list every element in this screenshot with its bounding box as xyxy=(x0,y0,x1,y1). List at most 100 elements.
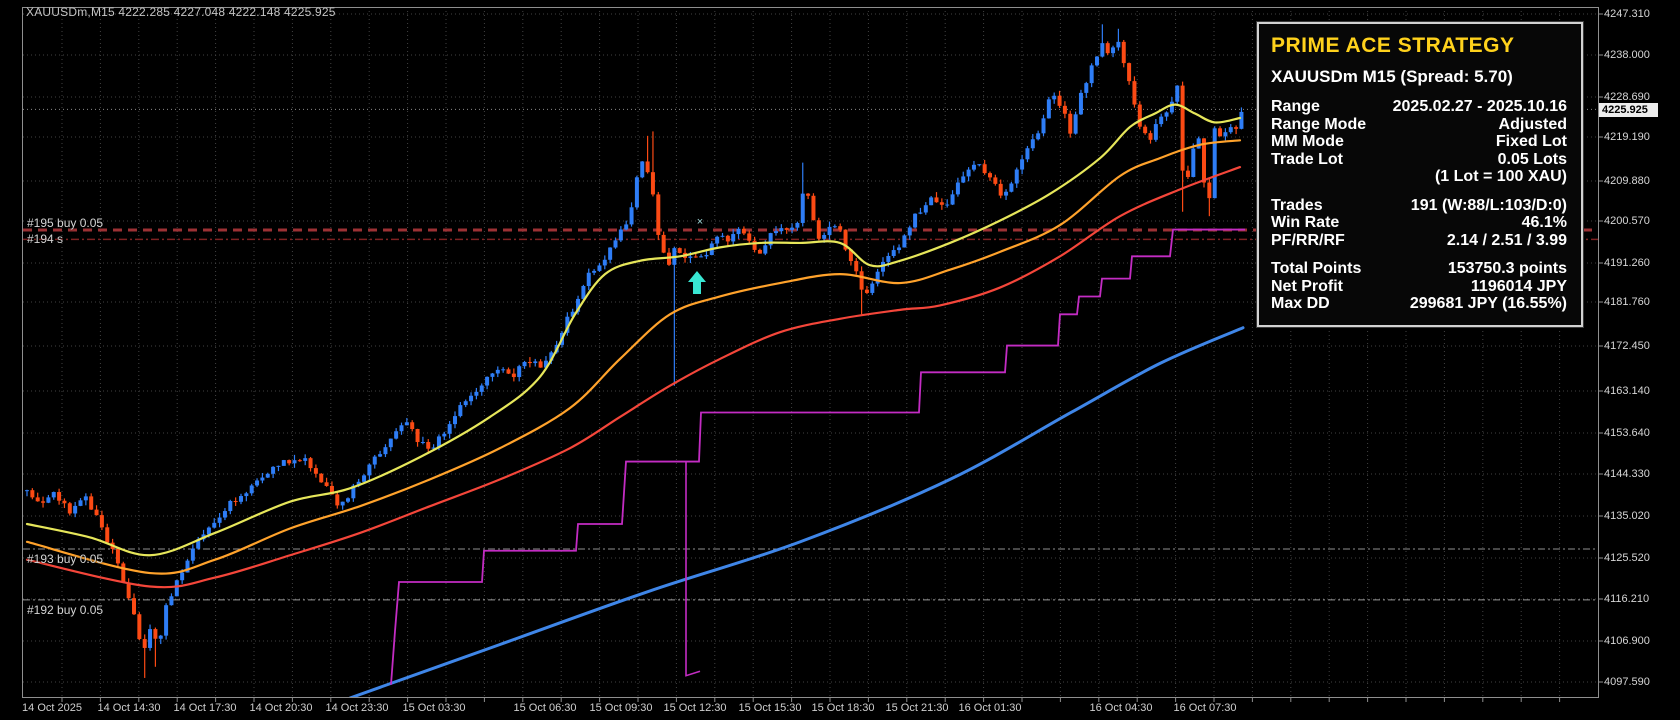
panel-row-range-mode: Range Mode Adjusted xyxy=(1271,115,1567,133)
candle-body xyxy=(356,481,361,486)
panel-row-pf-rr-rf: PF/RR/RF 2.14 / 2.51 / 3.99 xyxy=(1271,231,1567,249)
price-axis-label: 4200.570 xyxy=(1604,215,1650,227)
current-price-tag: 4225.925 xyxy=(1599,103,1658,117)
candle-body xyxy=(46,497,51,503)
candle-body xyxy=(41,501,46,503)
candle-body xyxy=(822,235,827,239)
candle-body xyxy=(1164,112,1169,117)
candle-body xyxy=(99,515,104,528)
price-axis-label: 4163.140 xyxy=(1604,385,1650,397)
trade-label-193: #193 buy 0.05 xyxy=(27,552,104,566)
candle-body xyxy=(977,164,982,166)
candle-body xyxy=(939,202,944,205)
candle-body xyxy=(565,316,570,333)
candle-body xyxy=(89,496,94,510)
candle-body xyxy=(78,500,83,506)
candle-body xyxy=(848,249,853,262)
candle-body xyxy=(148,629,153,648)
candle-body xyxy=(190,548,195,561)
candle-body xyxy=(731,234,736,242)
candle-body xyxy=(1004,191,1009,196)
candle-body xyxy=(297,460,302,462)
price-axis-label: 4135.020 xyxy=(1604,510,1650,522)
candle-body xyxy=(137,614,142,640)
candle-body xyxy=(704,254,709,257)
candle-body xyxy=(715,236,720,244)
candle-body xyxy=(693,256,698,258)
candle-body xyxy=(913,213,918,228)
candle-body xyxy=(982,164,987,174)
candle-body xyxy=(469,395,474,402)
candle-body xyxy=(1153,124,1158,140)
candle-body xyxy=(677,248,682,253)
candle-body xyxy=(265,473,270,478)
candle-body xyxy=(180,572,185,581)
price-axis-label: 4219.190 xyxy=(1604,131,1650,143)
candle-body xyxy=(474,391,479,396)
candle-body xyxy=(271,466,276,474)
candle-body xyxy=(576,298,581,312)
candle-body xyxy=(431,447,436,449)
candle-body xyxy=(442,433,447,437)
candle-body xyxy=(1095,56,1099,66)
time-axis-label: 16 Oct 01:30 xyxy=(958,702,1022,714)
candle-body xyxy=(902,235,907,248)
candle-body xyxy=(217,517,222,523)
candle-body xyxy=(196,539,201,549)
price-axis-label: 4172.450 xyxy=(1604,340,1650,352)
candle-body xyxy=(394,431,399,439)
time-axis-label: 15 Oct 12:30 xyxy=(663,702,727,714)
candle-body xyxy=(1159,116,1164,125)
panel-row-lot-note: (1 Lot = 100 XAU) xyxy=(1434,168,1567,185)
candle-body xyxy=(185,560,190,573)
candle-body xyxy=(485,376,490,386)
candle-body xyxy=(362,475,367,482)
candle-body xyxy=(404,422,409,426)
candle-body xyxy=(645,161,650,173)
candle-body xyxy=(923,205,928,213)
candle-body xyxy=(367,464,372,476)
candle-body xyxy=(399,425,404,432)
candle-body xyxy=(415,429,420,443)
candle-body xyxy=(1202,138,1206,183)
panel-row-max-dd: Max DD 299681 JPY (16.55%) xyxy=(1271,295,1567,312)
candle-body xyxy=(447,424,452,434)
candle-body xyxy=(1078,92,1083,115)
price-axis-label: 4116.210 xyxy=(1604,593,1650,605)
equity-step-line xyxy=(390,228,1245,685)
candle-body xyxy=(1218,128,1223,137)
candle-body xyxy=(763,245,768,254)
candle-body xyxy=(511,373,516,378)
candle-body xyxy=(779,228,784,232)
candle-body xyxy=(656,194,661,235)
buy-arrow-icon xyxy=(688,271,706,294)
candle-body xyxy=(811,195,816,221)
candle-body xyxy=(993,177,998,184)
price-axis-label: 4181.760 xyxy=(1604,296,1650,308)
price-axis-label: 4125.520 xyxy=(1604,552,1650,564)
candle-body xyxy=(570,311,575,317)
candle-body xyxy=(126,582,131,599)
candle-body xyxy=(1196,138,1201,149)
candle-body xyxy=(918,212,923,214)
candle-body xyxy=(303,458,308,461)
candle-body xyxy=(292,460,297,464)
candle-body xyxy=(1169,101,1174,113)
candle-body xyxy=(881,261,885,272)
time-axis-label: 15 Oct 03:30 xyxy=(402,702,466,714)
panel-row-win-rate: Win Rate 46.1% xyxy=(1271,214,1567,231)
candle-body xyxy=(543,360,548,368)
candle-body xyxy=(1143,126,1148,134)
candle-body xyxy=(287,460,292,464)
candle-body xyxy=(1041,118,1046,134)
candle-body xyxy=(891,250,896,256)
candle-body xyxy=(260,477,265,481)
panel-row-trade-lot: Trade Lot 0.05 Lots xyxy=(1271,150,1567,168)
candle-body xyxy=(351,485,356,499)
time-axis-label: 15 Oct 06:30 xyxy=(513,702,577,714)
candle-body xyxy=(164,605,169,636)
ma-slow-red xyxy=(25,165,1242,589)
candle-body xyxy=(1111,47,1116,54)
candle-body xyxy=(453,416,457,425)
candle-body xyxy=(1030,139,1035,149)
